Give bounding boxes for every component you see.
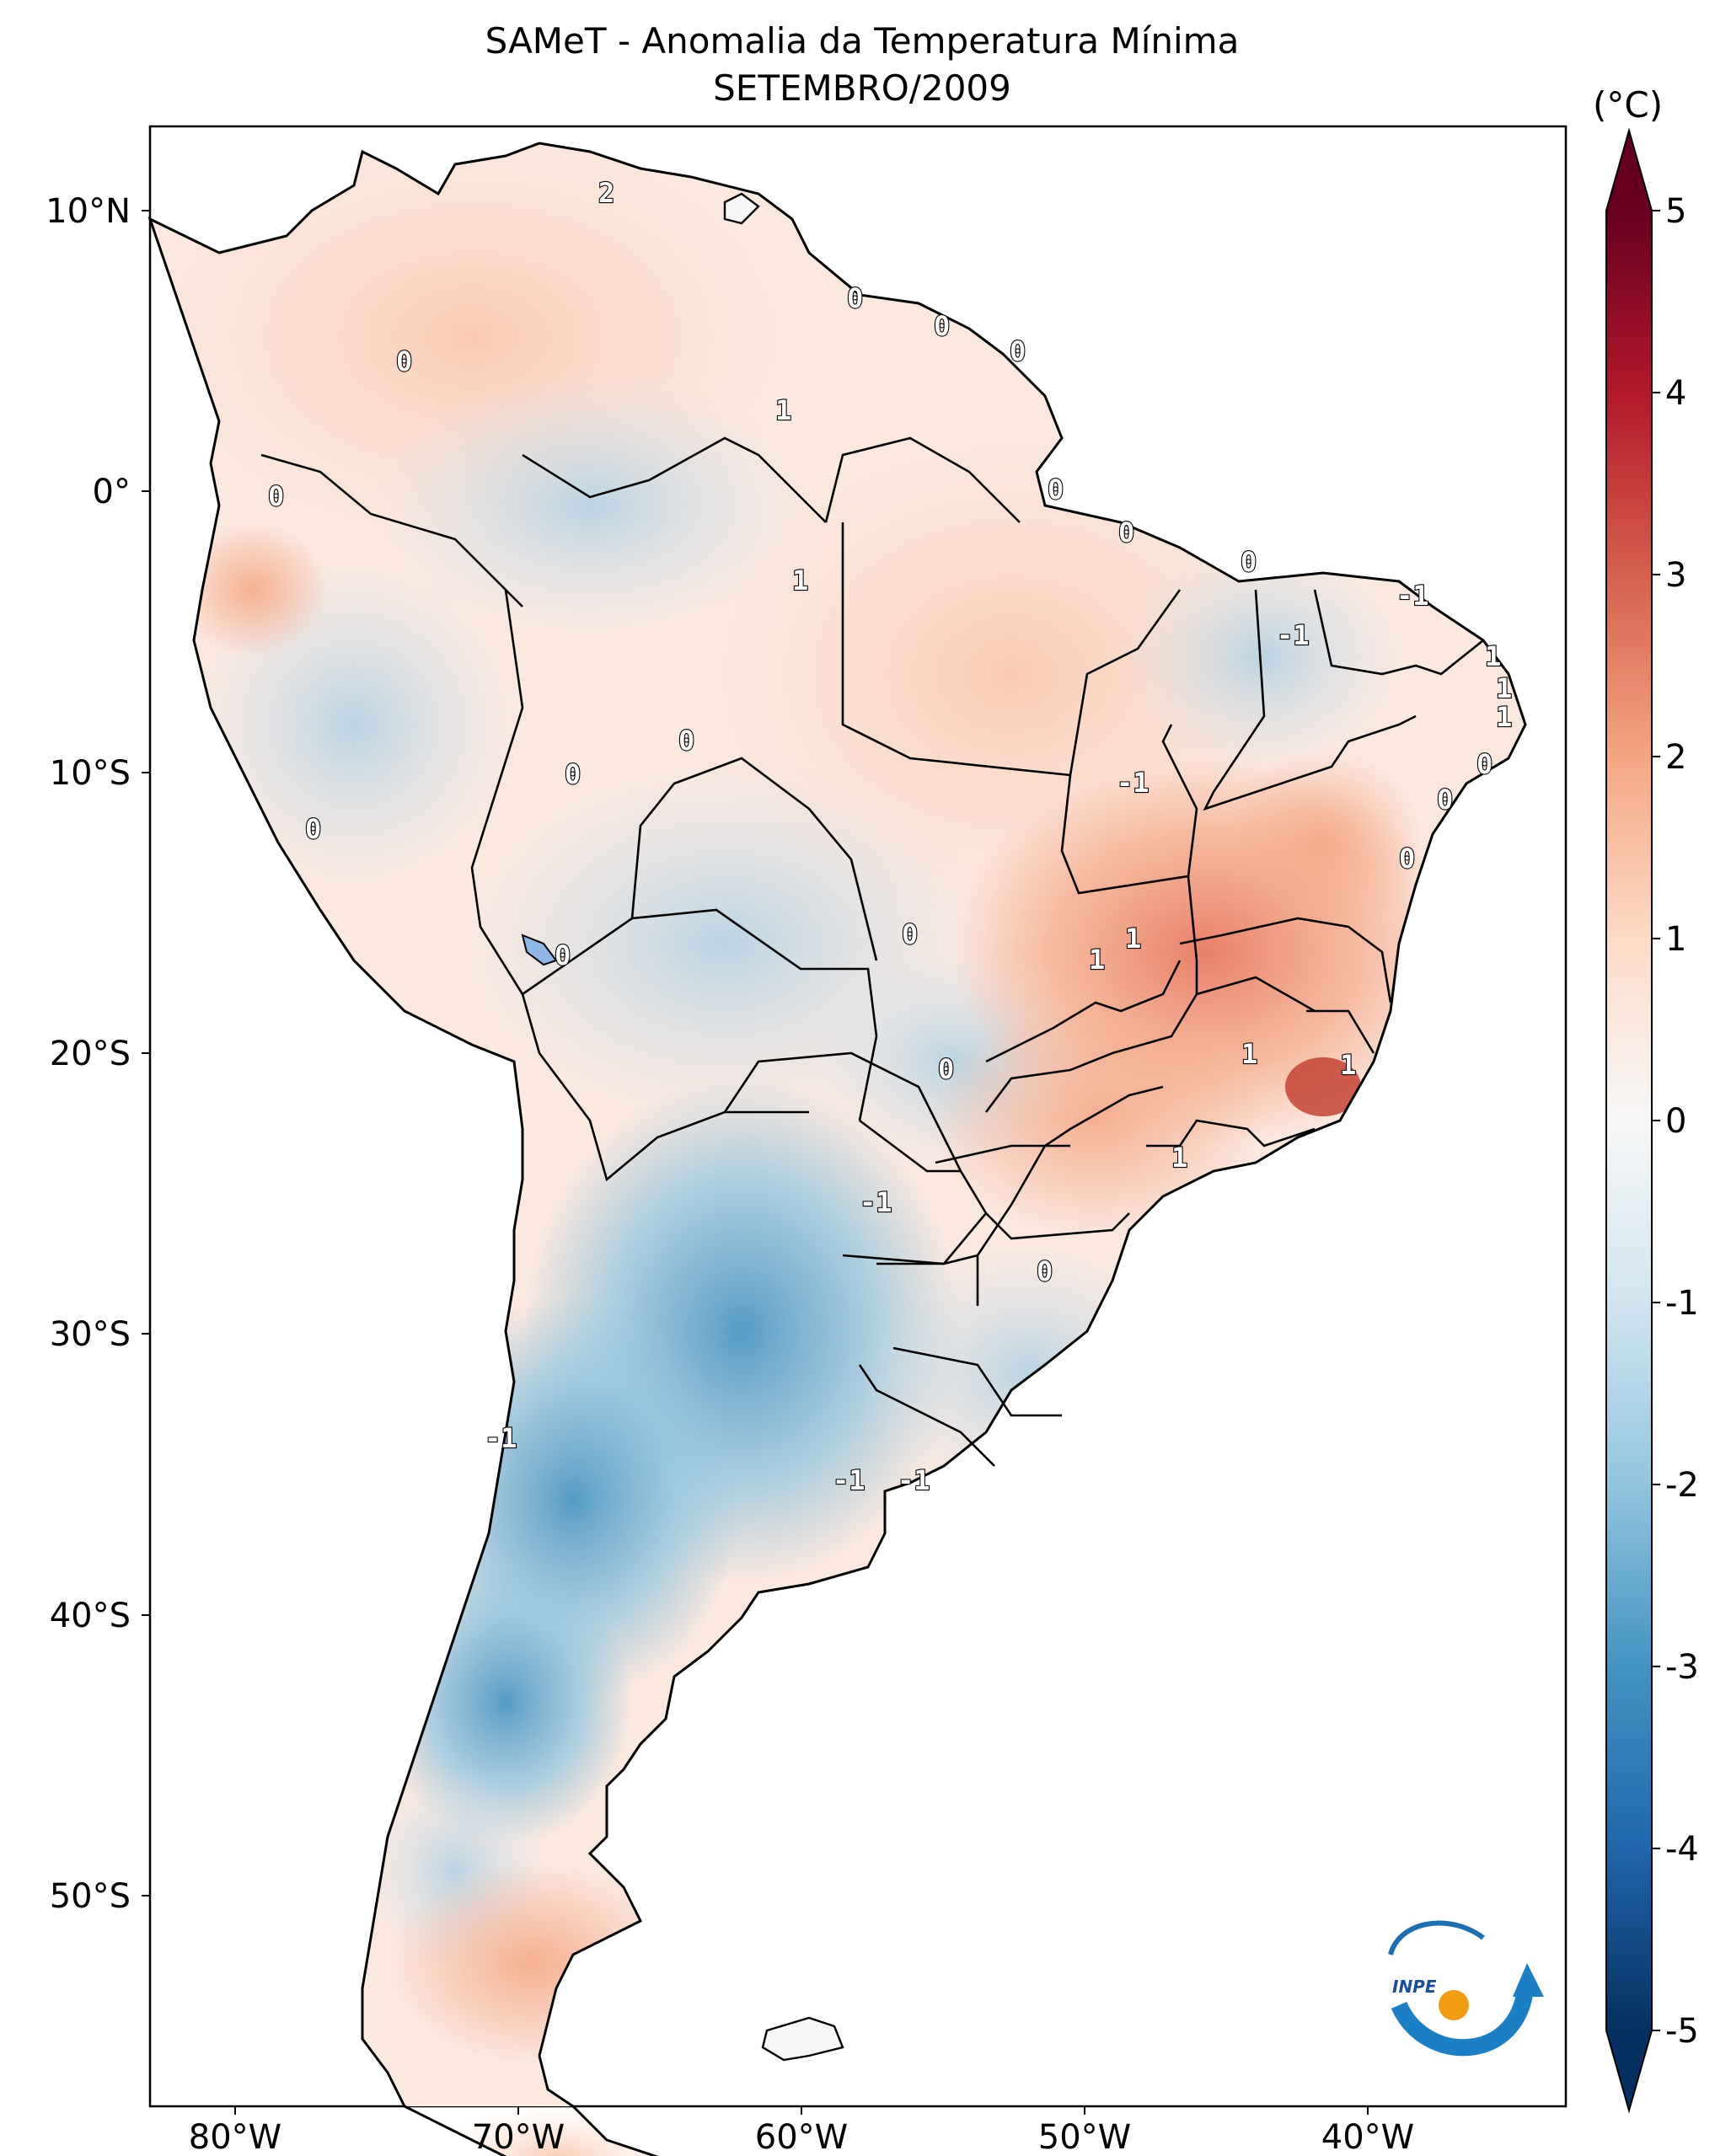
colorbar-tick-label: -3 [1665, 1648, 1699, 1687]
lat-label: 20°S [50, 1035, 131, 1073]
colorbar-tick-label: 1 [1665, 920, 1686, 959]
contour-label: 0 [847, 282, 863, 314]
contour-label: 0 [1037, 1255, 1053, 1287]
lon-label: 80°W [189, 2118, 281, 2156]
colorbar-tick-label: -4 [1665, 1830, 1699, 1869]
colorbar-min-extend [1606, 2030, 1652, 2111]
lat-label: 10°S [50, 754, 131, 793]
contour-label: 1 [792, 564, 808, 597]
lon-label: 40°W [1321, 2118, 1414, 2156]
contour-label: -1 [833, 1464, 866, 1496]
lat-label: 40°S [50, 1597, 131, 1635]
lon-label: 50°W [1038, 2118, 1131, 2156]
contour-label: 1 [1496, 672, 1512, 704]
logo-swoosh-icon [1391, 1987, 1534, 2057]
inpe-logo: INPE [1388, 1920, 1544, 2057]
colorbar: 5 4 3 2 1 0 -1 -2 -3 -4 -5 [1605, 127, 1699, 2114]
borders [260, 436, 1484, 1467]
contour-label: -1 [485, 1422, 517, 1454]
contour-label: -1 [1117, 767, 1150, 799]
contour-label: 0 [902, 918, 918, 950]
lat-label: 50°S [50, 1877, 131, 1916]
contour-labels: 2 0 0 0 0 1 0 0 1 0 0 -1 -1 1 1 1 0 0 0 … [267, 176, 1513, 1497]
colorbar-tick-label: 0 [1665, 1102, 1686, 1141]
lon-label: 70°W [472, 2118, 565, 2156]
colorbar-tick-label: 5 [1665, 192, 1686, 231]
colorbar-fill [1606, 211, 1652, 2030]
contour-label: 1 [1241, 1038, 1257, 1070]
lon-label: 60°W [755, 2118, 848, 2156]
contour-label: 1 [1171, 1142, 1187, 1174]
contour-label: 0 [1010, 335, 1026, 367]
colorbar-tick-label: 2 [1665, 738, 1686, 777]
lat-label: 10°N [46, 192, 131, 231]
y-axis: 10°N 0° 10°S 20°S 30°S 40°S 50°S [46, 192, 150, 1916]
contour-label: 1 [1485, 640, 1501, 672]
colorbar-tick-label: 3 [1665, 556, 1686, 595]
contour-label: -1 [1277, 619, 1310, 651]
contour-label: 1 [1125, 923, 1141, 955]
logo-arrow-icon [1513, 1963, 1544, 1997]
logo-text: INPE [1392, 1977, 1437, 1997]
contour-label: 0 [1048, 473, 1064, 506]
colorbar-max-extend [1606, 131, 1652, 211]
contour-label: 0 [396, 345, 412, 377]
colorbar-tick-label: -1 [1665, 1284, 1699, 1323]
logo-sun-icon [1439, 1990, 1469, 2020]
contour-label: 2 [598, 177, 614, 209]
colorbar-tick-label: -5 [1665, 2012, 1699, 2051]
contour-label: 0 [1399, 843, 1415, 875]
map-subtitle: SETEMBRO/2009 [713, 67, 1011, 109]
contour-label: 0 [268, 480, 284, 512]
colorbar-ticks: 5 4 3 2 1 0 -1 -2 -3 -4 -5 [1652, 192, 1699, 2051]
contour-label: -1 [860, 1186, 892, 1218]
contour-label: 0 [1476, 748, 1493, 780]
contour-label: -1 [1396, 580, 1429, 612]
contour-label: 0 [565, 758, 581, 790]
contour-label: 0 [1437, 784, 1453, 816]
colorbar-tick-label: 4 [1665, 374, 1686, 413]
lake-titicaca [521, 934, 558, 966]
contour-label: 1 [775, 394, 791, 426]
contour-label: 0 [934, 310, 950, 342]
contour-label: 1 [1340, 1049, 1356, 1081]
contour-label: 0 [555, 939, 571, 971]
contour-label: 0 [1241, 546, 1257, 578]
contour-label: 0 [305, 813, 321, 845]
x-axis: 80°W 70°W 60°W 50°W 40°W [189, 2106, 1414, 2156]
colorbar-tick-label: -2 [1665, 1466, 1699, 1505]
colorbar-unit: (°C) [1593, 84, 1664, 126]
contour-label: 0 [678, 725, 694, 757]
contour-label: 1 [1496, 701, 1512, 733]
contour-label: -1 [898, 1464, 930, 1496]
contour-label: 0 [938, 1053, 954, 1085]
contour-label: 0 [1118, 516, 1134, 548]
lat-label: 30°S [50, 1315, 131, 1354]
contour-label: 1 [1089, 944, 1105, 976]
islands [723, 192, 844, 2062]
logo-orbit-icon [1388, 1920, 1485, 1955]
lat-label: 0° [93, 473, 131, 511]
map-title: SAMeT - Anomalia da Temperatura Mínima [485, 20, 1240, 62]
